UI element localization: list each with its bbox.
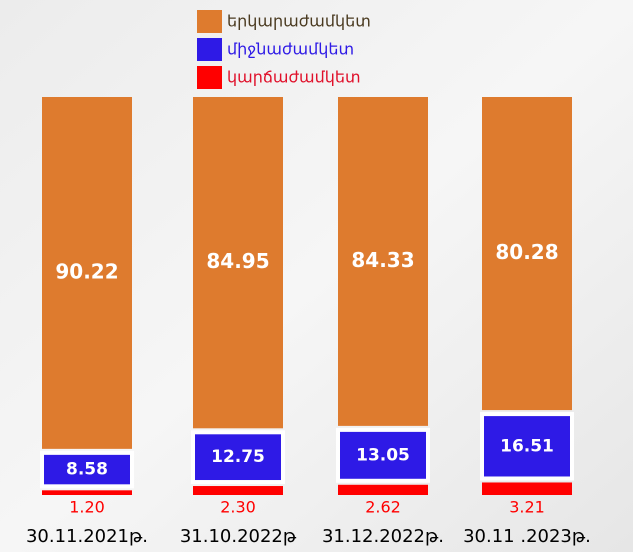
x-tick-label: 30.11 .2023թ. [463, 526, 591, 547]
bar-segment [482, 482, 572, 495]
data-label: 16.51 [500, 436, 554, 456]
data-label: 84.95 [206, 249, 269, 273]
data-label: 1.20 [69, 498, 105, 517]
bar-segment [40, 450, 134, 489]
data-label: 2.30 [220, 498, 256, 517]
bar-segment [42, 97, 132, 449]
data-label: 2.62 [365, 498, 401, 517]
x-tick-label: 31.10.2022թ [180, 526, 297, 547]
bar-segment [42, 490, 132, 495]
bar-segment [193, 97, 283, 429]
bar-segment [480, 412, 574, 481]
bar-segment [336, 427, 430, 483]
legend-label: կարճաժամկետ [227, 68, 361, 87]
legend-label: երկարաժամկետ [227, 12, 371, 31]
data-label: 8.58 [66, 460, 108, 480]
bar-segment [193, 486, 283, 495]
legend-label: միջնաժամկետ [227, 40, 354, 59]
bar-segment [482, 97, 572, 411]
data-label: 84.33 [351, 248, 414, 272]
bar-segment [338, 97, 428, 426]
data-label: 90.22 [55, 259, 118, 283]
legend-swatch [197, 38, 222, 61]
legend-swatch [197, 10, 222, 33]
x-tick-label: 31.12.2022թ. [322, 526, 444, 547]
data-label: 13.05 [356, 445, 410, 465]
legend-swatch [197, 66, 222, 89]
data-label: 3.21 [509, 498, 545, 517]
x-tick-label: 30.11.2021թ. [26, 526, 148, 547]
bar-segment [191, 430, 285, 485]
data-label: 12.75 [211, 447, 265, 467]
bar-segment [338, 484, 428, 495]
data-label: 80.28 [495, 240, 558, 264]
